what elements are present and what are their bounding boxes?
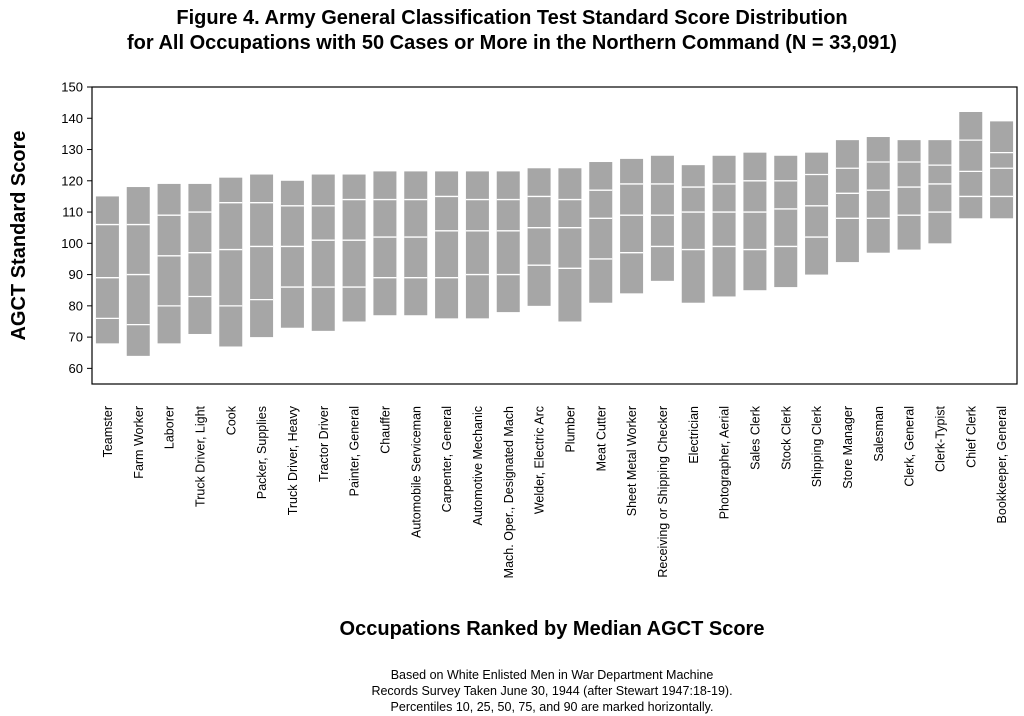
box-24: [805, 152, 829, 275]
category-label: Chauffer: [378, 406, 392, 454]
category-label: Painter, General: [348, 406, 362, 496]
category-label: Stock Clerk: [779, 405, 793, 470]
box-7: [280, 180, 304, 328]
box-9: [342, 174, 366, 322]
box-12: [435, 171, 459, 319]
category-label: Clerk, General: [903, 406, 917, 487]
category-label: Shipping Clerk: [810, 405, 824, 487]
y-tick-label: 110: [62, 205, 83, 220]
box-22: [743, 152, 767, 291]
box-8: [311, 174, 335, 331]
box-4: [188, 183, 212, 334]
y-tick-label: 130: [61, 142, 83, 157]
category-label: Packer, Supplies: [255, 406, 269, 499]
category-label: Clerk-Typist: [933, 405, 947, 472]
y-axis-title: AGCT Standard Score: [8, 130, 30, 340]
box-6: [250, 174, 274, 338]
category-label: Truck Driver, Heavy: [286, 405, 300, 515]
category-label: Carpenter, General: [440, 406, 454, 512]
box-2: [126, 187, 150, 356]
y-tick-label: 60: [69, 361, 83, 376]
box-1: [95, 196, 119, 344]
box-26: [866, 137, 890, 253]
box-25: [835, 140, 859, 263]
chart-title-line-1: Figure 4. Army General Classification Te…: [176, 7, 848, 29]
y-tick-label: 120: [61, 173, 83, 188]
box-29: [959, 112, 983, 219]
box-13: [465, 171, 489, 319]
box-10: [373, 171, 397, 316]
category-label: Truck Driver, Light: [193, 405, 207, 506]
category-label: Chief Clerk: [964, 405, 978, 468]
category-label: Sales Clerk: [748, 405, 762, 470]
category-label: Photographer, Aerial: [718, 406, 732, 519]
category-label: Bookkeeper, General: [995, 406, 1009, 523]
category-label: Welder, Electric Arc: [533, 406, 547, 514]
x-axis-title: Occupations Ranked by Median AGCT Score: [339, 618, 765, 640]
box-30: [990, 121, 1014, 219]
box-20: [681, 165, 705, 303]
box-11: [404, 171, 428, 316]
category-label: Teamster: [101, 406, 115, 457]
category-label: Meat Cutter: [594, 406, 608, 471]
box-3: [157, 183, 181, 344]
footnote-line-2: Records Survey Taken June 30, 1944 (afte…: [371, 684, 733, 698]
box-27: [897, 140, 921, 250]
category-label: Electrician: [687, 406, 701, 464]
category-label: Receiving or Shipping Checker: [656, 406, 670, 578]
box-14: [496, 171, 520, 313]
y-tick-label: 70: [69, 330, 83, 345]
footnote-line-1: Based on White Enlisted Men in War Depar…: [390, 668, 714, 682]
box-5: [219, 177, 243, 347]
chart-title-line-2: for All Occupations with 50 Cases or Mor…: [127, 32, 897, 54]
box-16: [558, 168, 582, 322]
category-label: Tractor Driver: [317, 406, 331, 482]
box-18: [620, 158, 644, 294]
box-28: [928, 140, 952, 244]
box-21: [712, 155, 736, 297]
category-label: Plumber: [563, 406, 577, 453]
box-15: [527, 168, 551, 306]
category-label: Mach. Oper., Designated Mach: [502, 406, 516, 578]
category-label: Automobile Serviceman: [409, 406, 423, 538]
category-label: Farm Worker: [132, 406, 146, 479]
box-17: [589, 162, 613, 303]
y-tick-label: 150: [61, 80, 83, 95]
y-tick-label: 90: [69, 267, 83, 282]
category-label: Automotive Mechanic: [471, 406, 485, 526]
category-label: Store Manager: [841, 406, 855, 489]
category-label: Salesman: [872, 406, 886, 462]
category-label: Laborer: [163, 406, 177, 449]
plot-frame: [91, 86, 1018, 385]
box-19: [650, 155, 674, 281]
y-tick-label: 80: [69, 298, 83, 313]
y-tick-label: 140: [61, 111, 83, 126]
category-label: Cook: [224, 405, 238, 435]
y-tick-label: 100: [61, 236, 83, 251]
box-23: [774, 155, 798, 288]
category-label: Sheet Metal Worker: [625, 406, 639, 516]
footnote-line-3: Percentiles 10, 25, 50, 75, and 90 are m…: [390, 700, 714, 714]
